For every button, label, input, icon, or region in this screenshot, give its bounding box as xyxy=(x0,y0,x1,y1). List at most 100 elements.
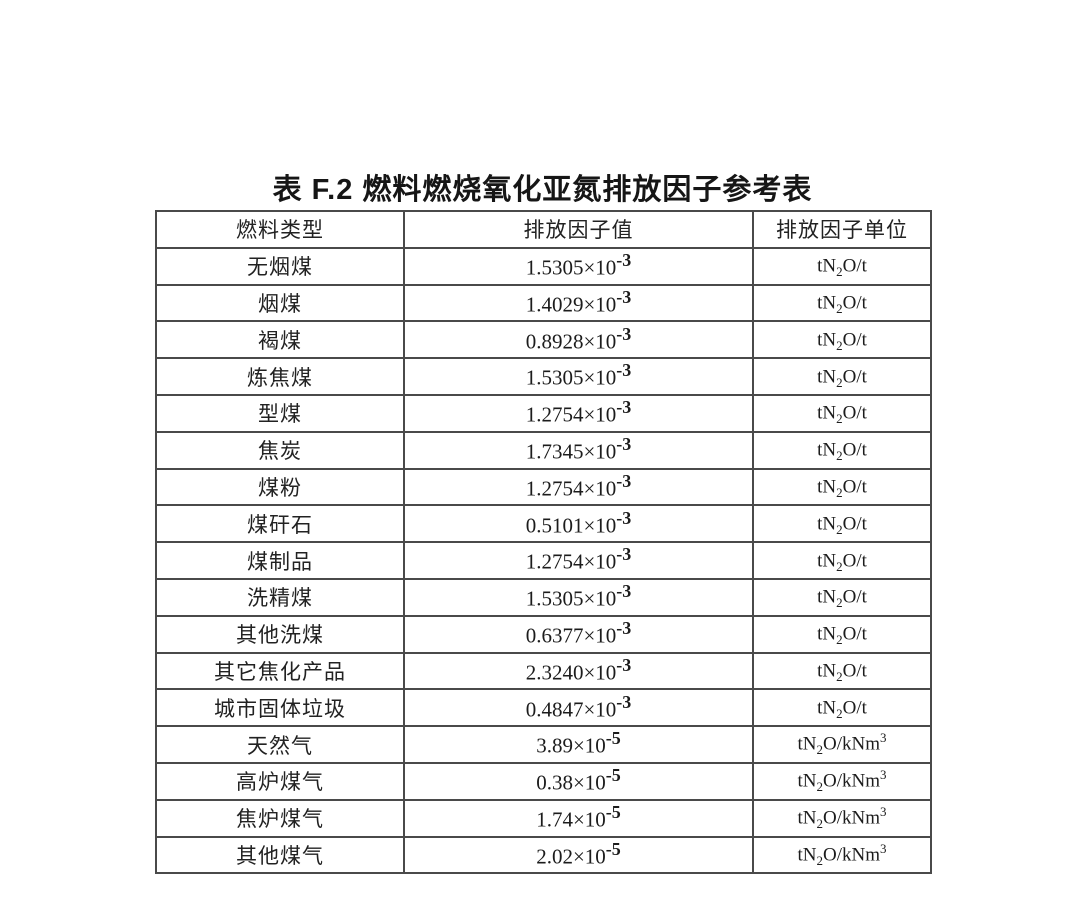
unit-cell: tN2O/kNm3 xyxy=(752,761,932,801)
value-mantissa: 1.5305 xyxy=(525,255,584,280)
value-times-ten: ×10 xyxy=(583,439,617,464)
unit-cell: tN2O/t xyxy=(752,651,932,691)
table-row: 煤粉 1.2754×10-3 tN2O/t xyxy=(155,467,932,507)
unit-subscript: 2 xyxy=(816,853,824,868)
unit-subscript: 2 xyxy=(816,779,824,795)
unit-cell: tN2O/kNm3 xyxy=(752,798,932,838)
table-header-row: 燃料类型 排放因子值 排放因子单位 xyxy=(155,210,932,249)
value-mantissa: 0.4847 xyxy=(525,696,584,721)
value-times-ten: ×10 xyxy=(583,328,617,353)
table-row: 其它焦化产品 2.3240×10-3 tN2O/t xyxy=(155,651,932,691)
value-times-ten: ×10 xyxy=(583,476,617,501)
unit-middle: O/t xyxy=(842,255,867,277)
value-mantissa: 0.5101 xyxy=(525,512,584,537)
table-row: 焦炭 1.7345×10-3 tN2O/t xyxy=(155,430,932,470)
unit-cell: tN2O/t xyxy=(752,688,932,728)
value-mantissa: 1.2754 xyxy=(525,476,584,501)
unit-subscript: 2 xyxy=(836,558,843,574)
unit-cell: tN2O/t xyxy=(752,320,932,360)
header-fuel-type: 燃料类型 xyxy=(155,210,405,249)
table-row: 无烟煤 1.5305×10-3 tN2O/t xyxy=(155,246,932,286)
table-row: 型煤 1.2754×10-3 tN2O/t xyxy=(155,393,932,433)
fuel-cell: 其它焦化产品 xyxy=(155,651,405,691)
table-row: 城市固体垃圾 0.4847×10-3 tN2O/t xyxy=(155,688,932,728)
value-exponent: -3 xyxy=(616,507,632,528)
value-times-ten: ×10 xyxy=(583,660,617,685)
fuel-cell: 焦炉煤气 xyxy=(155,798,405,838)
value-cell: 0.4847×10-3 xyxy=(403,688,754,728)
value-mantissa: 0.8928 xyxy=(525,328,584,353)
unit-prefix: tN xyxy=(817,660,837,682)
unit-subscript: 2 xyxy=(836,448,843,464)
fuel-cell: 烟煤 xyxy=(155,283,405,323)
value-mantissa: 1.74 xyxy=(536,807,573,832)
unit-subscript: 2 xyxy=(836,264,843,280)
value-mantissa: 1.4029 xyxy=(525,292,584,317)
unit-prefix: tN xyxy=(797,733,817,755)
value-exponent: -5 xyxy=(605,765,621,786)
unit-subscript: 2 xyxy=(816,742,824,758)
value-exponent: -3 xyxy=(616,691,632,712)
emission-factor-table: 燃料类型 排放因子值 排放因子单位 无烟煤 1.5305×10-3 tN2O/t… xyxy=(155,210,932,875)
value-exponent: -3 xyxy=(616,323,632,344)
value-cell: 0.5101×10-3 xyxy=(403,504,754,544)
value-cell: 1.2754×10-3 xyxy=(403,393,754,433)
fuel-cell: 煤矸石 xyxy=(155,504,405,544)
fuel-cell: 炼焦煤 xyxy=(155,357,405,396)
unit-cell: tN2O/t xyxy=(752,467,932,507)
unit-subscript: 2 xyxy=(836,705,843,721)
unit-subscript: 2 xyxy=(836,337,843,353)
unit-prefix: tN xyxy=(817,476,837,498)
fuel-cell: 煤制品 xyxy=(155,541,405,580)
unit-prefix: tN xyxy=(817,513,837,535)
unit-cell: tN2O/kNm3 xyxy=(752,725,932,764)
unit-middle: O/t xyxy=(842,365,867,387)
value-times-ten: ×10 xyxy=(572,770,606,795)
table-row: 其他煤气 2.02×10-5 tN2O/kNm3 xyxy=(155,835,932,875)
unit-prefix: tN xyxy=(817,549,837,571)
value-exponent: -3 xyxy=(616,286,632,307)
unit-middle: O/t xyxy=(842,586,867,608)
table-row: 高炉煤气 0.38×10-5 tN2O/kNm3 xyxy=(155,761,932,801)
value-times-ten: ×10 xyxy=(583,549,617,574)
table-row: 天然气 3.89×10-5 tN2O/kNm3 xyxy=(155,725,932,764)
unit-middle: O/kNm xyxy=(823,733,880,755)
value-exponent: -3 xyxy=(616,360,632,381)
value-cell: 1.5305×10-3 xyxy=(403,246,754,286)
unit-subscript: 2 xyxy=(836,521,843,537)
fuel-cell: 焦炭 xyxy=(155,430,405,470)
unit-cell: tN2O/t xyxy=(752,246,932,286)
value-exponent: -3 xyxy=(616,250,632,271)
table-row: 褐煤 0.8928×10-3 tN2O/t xyxy=(155,320,932,360)
value-times-ten: ×10 xyxy=(583,623,617,648)
value-mantissa: 1.2754 xyxy=(525,402,584,427)
value-mantissa: 2.3240 xyxy=(525,660,584,685)
fuel-cell: 高炉煤气 xyxy=(155,761,405,801)
unit-cell: tN2O/kNm3 xyxy=(752,835,932,875)
table-row: 洗精煤 1.5305×10-3 tN2O/t xyxy=(155,577,932,617)
value-times-ten: ×10 xyxy=(583,365,617,390)
value-times-ten: ×10 xyxy=(583,696,617,721)
value-times-ten: ×10 xyxy=(572,807,606,832)
unit-middle: O/t xyxy=(842,623,867,645)
value-cell: 2.02×10-5 xyxy=(403,835,754,875)
unit-middle: O/t xyxy=(842,329,867,351)
value-cell: 1.7345×10-3 xyxy=(403,430,754,470)
unit-middle: O/kNm xyxy=(823,844,880,866)
value-cell: 1.5305×10-3 xyxy=(403,577,754,617)
unit-prefix: tN xyxy=(817,292,837,314)
unit-prefix: tN xyxy=(817,329,837,351)
table-row: 烟煤 1.4029×10-3 tN2O/t xyxy=(155,283,932,323)
table-row: 炼焦煤 1.5305×10-3 tN2O/t xyxy=(155,357,932,396)
value-mantissa: 1.5305 xyxy=(525,586,584,611)
unit-superscript: 3 xyxy=(880,767,887,783)
value-mantissa: 2.02 xyxy=(536,844,573,869)
unit-middle: O/kNm xyxy=(823,807,880,829)
unit-prefix: tN xyxy=(817,365,837,387)
unit-subscript: 2 xyxy=(836,632,843,648)
table-row: 煤矸石 0.5101×10-3 tN2O/t xyxy=(155,504,932,544)
unit-subscript: 2 xyxy=(836,411,843,427)
unit-cell: tN2O/t xyxy=(752,614,932,654)
value-cell: 0.6377×10-3 xyxy=(403,614,754,654)
value-cell: 2.3240×10-3 xyxy=(403,651,754,691)
